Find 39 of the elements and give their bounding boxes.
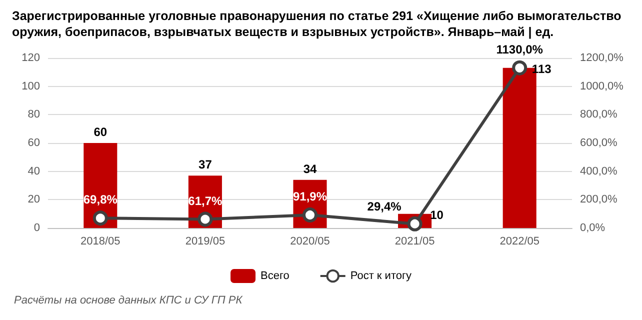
y2-tick-label: 0,0% [580,222,606,234]
data-label: 69,8% [83,192,118,207]
data-label: 113 [532,62,552,76]
point [198,212,213,227]
data-label: 61,7% [188,194,223,208]
y2-tick-label: 800,0% [580,108,618,121]
y-tick-label: 40 [28,165,40,178]
data-label: 91,9% [292,189,328,204]
y-tick-label: 60 [28,137,40,149]
x-tick-label: 2021/05 [394,236,435,248]
text: Расчёты на основе данных КПС и СУ ГП РК [14,294,243,306]
point [512,60,528,76]
bar [84,143,118,228]
x-tick-label: 2018/05 [80,236,120,248]
point [407,216,422,232]
y2-tick-label: 200,0% [580,194,618,206]
data-label: 34 [303,162,317,176]
y-tick-label: 0 [34,222,40,234]
y2-tick-label: 1000,0% [580,80,624,92]
y-tick-label: 80 [28,108,40,121]
y-tick-label: 100 [22,80,40,92]
legend-label: Всего [260,270,290,282]
data-label: 29,4% [367,199,402,214]
y-tick-label: 20 [28,194,40,206]
x-tick-label: 2022/05 [500,236,540,248]
x-tick-label: 2019/05 [185,236,226,248]
data-label: 10 [430,208,444,222]
y-tick-label: 120 [22,52,40,64]
legend-label: Рост к итогу [350,270,412,282]
point [92,210,108,226]
point [302,207,318,222]
chart-title: Зарегистрированные уголовные правонарушения по статье 291 «Хищение либо вымогательство оружия, боеприпасов, взрывчатых веществ и взрывных устройств». Январь–май | ед. [11,8,622,40]
y2-tick-label: 400,0% [580,165,618,178]
data-label: 1130,0% [496,42,544,56]
data-label: 60 [94,125,108,139]
x-tick-label: 2020/05 [290,236,330,248]
data-label: 37 [198,158,212,172]
y2-tick-label: 600,0% [580,137,618,149]
y2-tick-label: 1200,0% [580,52,624,64]
